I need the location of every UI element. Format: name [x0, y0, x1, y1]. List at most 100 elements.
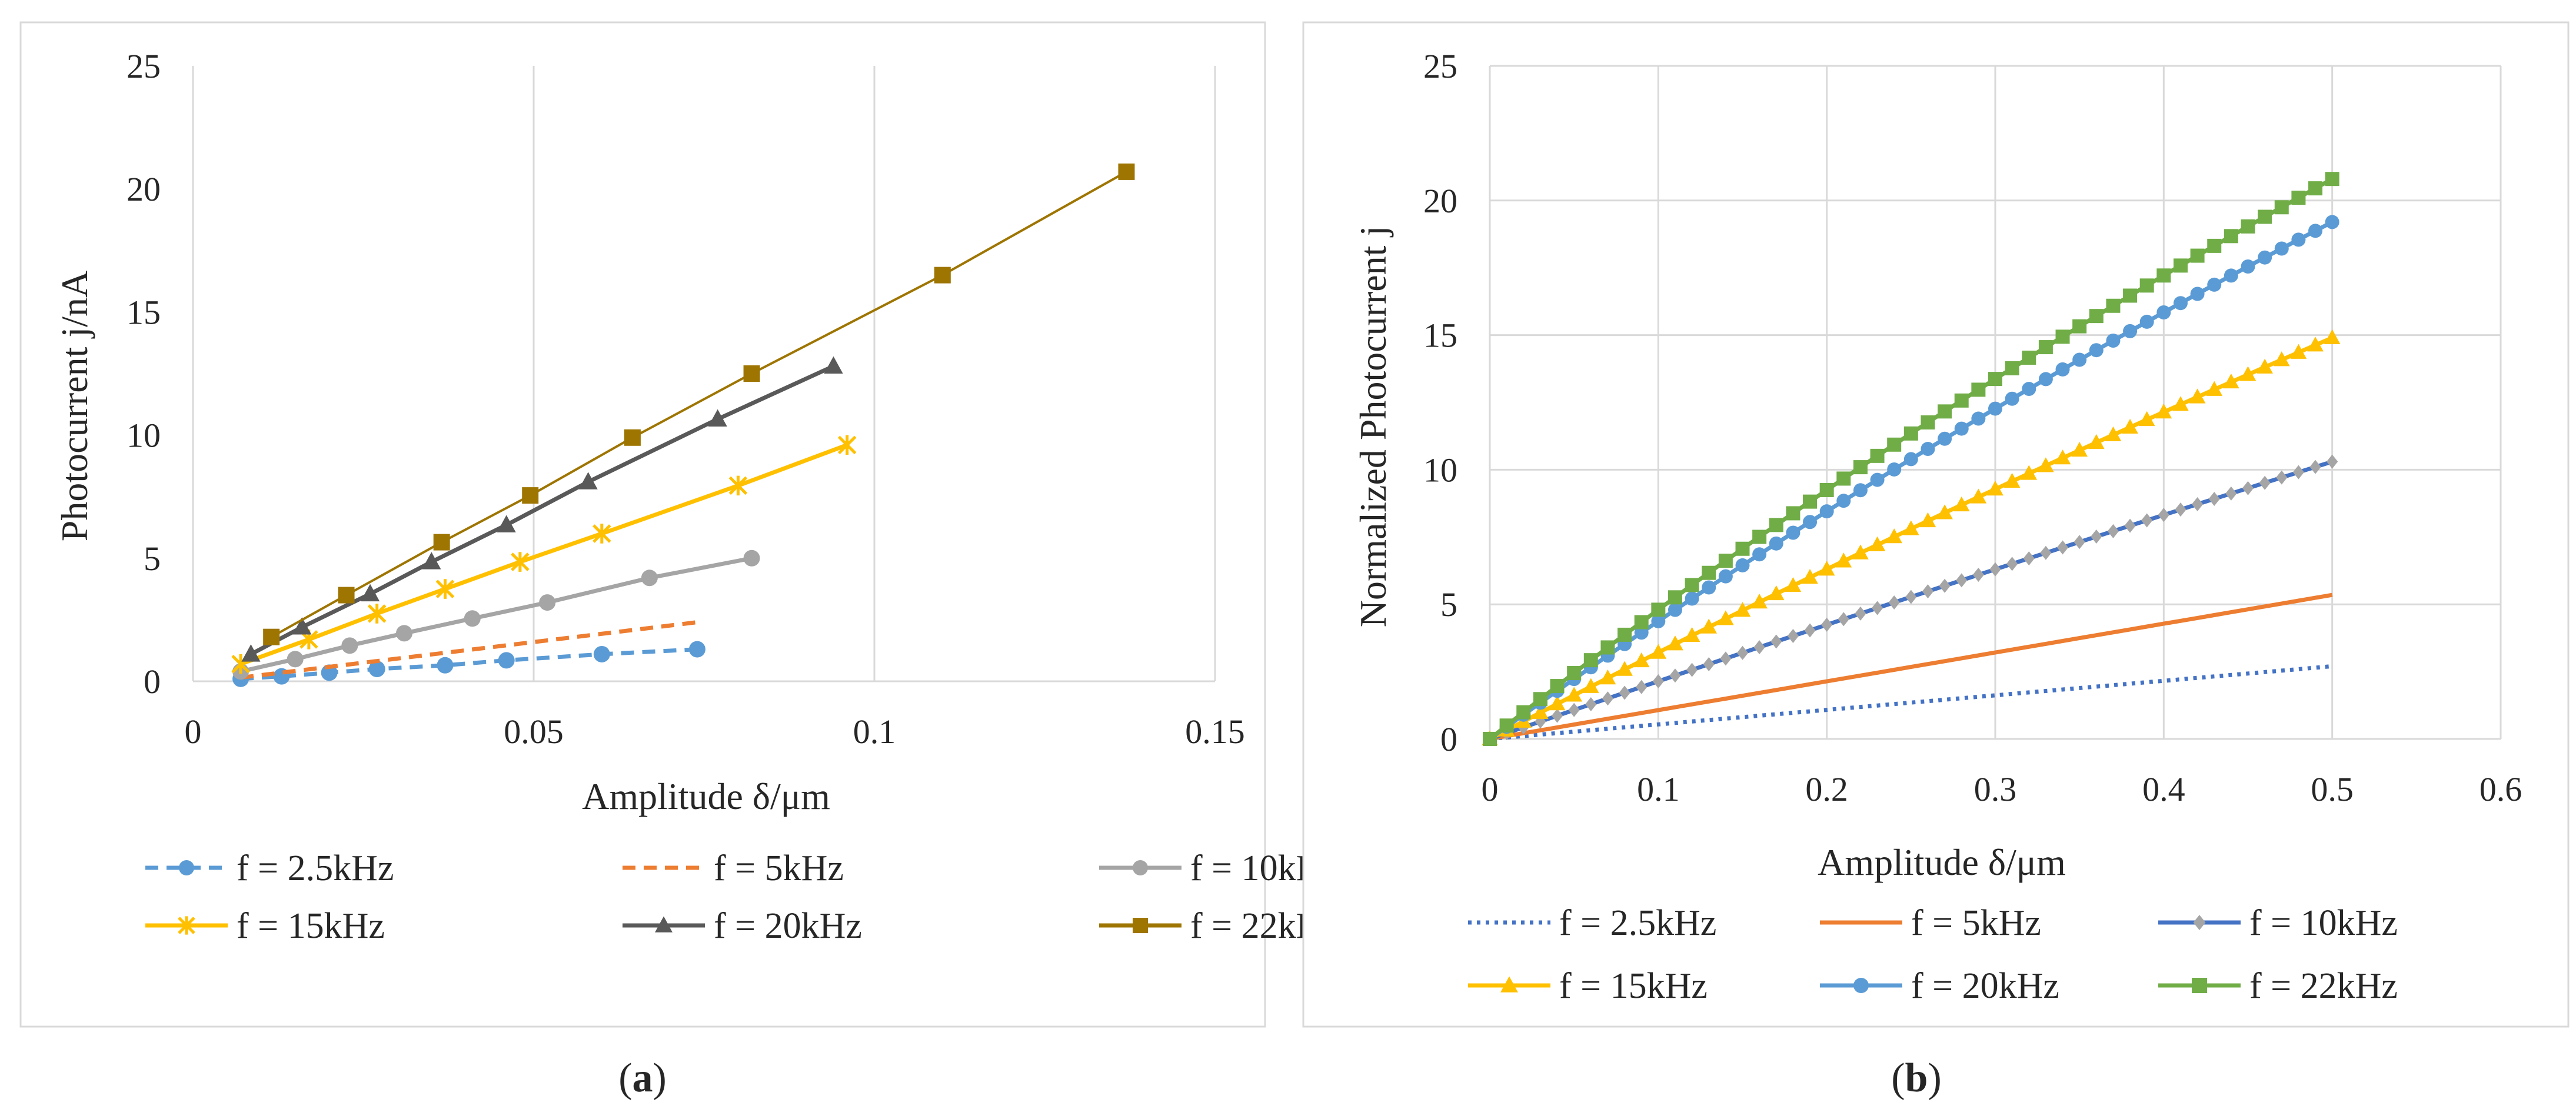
data-point: [1752, 547, 1767, 562]
data-point: [2123, 324, 2138, 338]
series-f-2-5khz: [232, 641, 705, 687]
data-point: [1636, 680, 1648, 694]
x-tick-label: 0.3: [1974, 770, 2017, 808]
data-point: [2327, 454, 2338, 469]
data-point: [1668, 602, 1682, 617]
data-point: [1583, 653, 1598, 668]
data-point: [593, 524, 611, 544]
data-point: [2225, 486, 2237, 501]
series: [231, 163, 1135, 687]
data-point: [497, 515, 516, 532]
data-point: [2040, 545, 2052, 560]
data-point: [2056, 540, 2069, 555]
data-point: [287, 651, 304, 668]
data-point: [1651, 602, 1666, 617]
data-point: [1987, 481, 2003, 496]
data-point: [2192, 497, 2204, 512]
series-line: [1489, 592, 2333, 741]
data-point: [1905, 590, 1917, 604]
data-point: [708, 409, 727, 427]
data-point: [1685, 591, 1699, 606]
x-tick-label: 0: [1482, 770, 1499, 808]
tick-labels: 0 0.1 0.2 0.3 0.4 0.5 0.6 0 5 10 15 20 25: [1423, 47, 2522, 808]
data-point: [1734, 602, 1751, 617]
data-point: [241, 644, 261, 662]
data-point: [1770, 634, 1782, 649]
data-point: [367, 604, 387, 624]
data-point: [2274, 200, 2289, 215]
chart-panel-b: Normalized Photocurrent j Amplitude δ/μm…: [1302, 21, 2570, 1101]
x-axis-title: Amplitude δ/μm: [582, 775, 830, 817]
data-point: [2055, 329, 2070, 344]
data-point: [2224, 229, 2238, 244]
legend-item: f = 5kHz: [1820, 903, 2041, 943]
data-point: [641, 570, 658, 587]
data-point: [1836, 471, 1851, 486]
data-point: [1583, 678, 1599, 693]
x-tick-label: 0.15: [1185, 712, 1245, 751]
data-point: [1919, 512, 1936, 528]
data-point: [1786, 525, 1800, 540]
data-point: [1970, 488, 1987, 504]
data-point: [1768, 585, 1785, 601]
y-tick-label: 25: [1423, 47, 1457, 85]
data-point: [2291, 232, 2306, 247]
data-point: [360, 584, 380, 602]
data-point: [2006, 557, 2018, 571]
data-point: [2224, 268, 2238, 283]
data-point: [1703, 657, 1715, 671]
data-point: [522, 487, 539, 504]
data-point: [2207, 277, 2222, 292]
data-point: [341, 637, 358, 654]
data-point: [1939, 578, 1951, 593]
data-point: [2074, 535, 2085, 549]
data-point: [1718, 569, 1733, 584]
data-point: [1971, 382, 1986, 397]
data-point: [1956, 573, 1968, 588]
data-point: [498, 652, 515, 669]
data-point: [1786, 506, 1800, 521]
data-point: [2038, 372, 2053, 387]
series-line: [239, 443, 848, 666]
legend-item: f = 15kHz: [1468, 966, 1708, 1006]
data-point: [1550, 679, 1565, 694]
series-line: [249, 364, 834, 657]
x-tick-label: 0.2: [1805, 770, 1848, 808]
legend-label: f = 2.5kHz: [237, 848, 394, 888]
data-point: [743, 365, 760, 382]
data-point: [824, 356, 843, 374]
data-point: [728, 475, 748, 496]
x-tick-label: 0.5: [2311, 770, 2354, 808]
y-tick-label: 0: [1440, 720, 1457, 758]
data-point: [1700, 618, 1718, 634]
data-point: [2276, 470, 2288, 485]
panel-caption: (a): [618, 1055, 667, 1101]
data-point: [1838, 612, 1849, 627]
x-tick-label: 0.05: [504, 712, 564, 751]
data-point: [2223, 373, 2239, 389]
data-point: [2021, 465, 2038, 480]
data-point: [1903, 426, 1918, 441]
data-point: [2241, 259, 2255, 274]
series-f-5khz: [240, 620, 698, 680]
data-point: [934, 267, 951, 284]
y-tick-label: 20: [127, 170, 161, 208]
data-point: [2258, 250, 2272, 265]
data-point: [1888, 595, 1900, 610]
data-point: [1735, 541, 1750, 556]
data-point: [2156, 305, 2171, 320]
data-point: [292, 617, 312, 635]
data-point: [1752, 529, 1767, 544]
data-point: [1516, 705, 1531, 720]
legend-item: f = 20kHz: [1820, 966, 2059, 1006]
legend-label: f = 22kHz: [2249, 966, 2398, 1006]
legend-marker: [1500, 976, 1518, 993]
data-point: [2141, 513, 2153, 528]
data-point: [437, 657, 454, 674]
data-point: [1921, 415, 1935, 430]
x-tick-label: 0.1: [853, 712, 896, 751]
data-point: [1821, 617, 1833, 632]
data-point: [2190, 287, 2205, 301]
data-point: [2175, 502, 2186, 517]
data-point: [2123, 288, 2138, 303]
